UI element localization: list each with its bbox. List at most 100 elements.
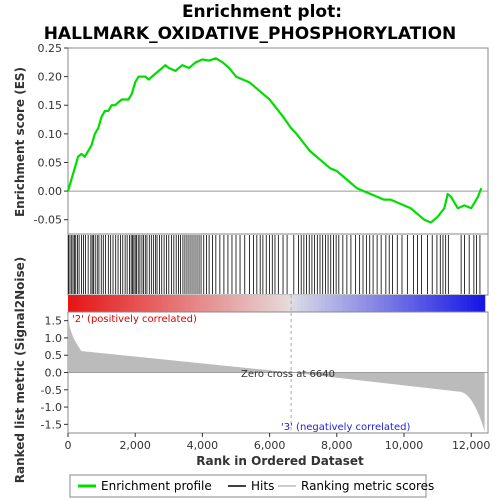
rank-color-segment: [231, 295, 236, 312]
rank-color-segment: [258, 295, 264, 312]
rank-color-segment: [140, 295, 145, 312]
rank-color-segment: [265, 295, 270, 312]
rank-color-segment: [338, 295, 343, 312]
rank-color-segment: [314, 295, 319, 312]
metric-y-tick-label: -1.0: [41, 401, 62, 414]
rank-color-segment: [81, 295, 86, 312]
rank-color-segment: [304, 295, 309, 312]
rank-color-segment: [328, 295, 333, 312]
rank-color-segment: [238, 295, 243, 312]
rank-color-segment: [470, 295, 475, 312]
rank-color-segment: [425, 295, 430, 312]
rank-color-segment: [217, 295, 222, 312]
rank-color-segment: [203, 295, 208, 312]
metric-y-tick-label: -1.5: [41, 418, 62, 431]
rank-color-segment: [248, 295, 253, 312]
rank-color-segment: [449, 295, 454, 312]
legend-metric-label: Ranking metric scores: [301, 479, 434, 493]
rank-color-segment: [120, 295, 125, 312]
negative-correlation-label: '3' (negatively correlated): [281, 422, 410, 433]
rank-color-segment: [113, 295, 118, 312]
rank-color-segment: [99, 295, 104, 312]
x-tick-label: 8,000: [321, 439, 353, 452]
rank-color-segment: [321, 295, 326, 312]
rank-color-segment: [213, 295, 218, 312]
rank-color-segment: [436, 295, 441, 312]
metric-y-tick-label: 0.5: [45, 349, 63, 362]
rank-color-segment: [429, 295, 434, 312]
rank-color-segment: [224, 295, 229, 312]
rank-color-segment: [456, 295, 461, 312]
rank-color-segment: [404, 295, 409, 312]
metric-y-axis-label: Ranked list metric (Signal2Noise): [13, 257, 27, 484]
rank-color-segment: [199, 295, 205, 312]
rank-color-segment: [165, 295, 170, 312]
rank-color-segment: [477, 295, 482, 312]
enrichment-profile-line: [66, 57, 483, 224]
rank-color-segment: [144, 295, 149, 312]
rank-color-segment: [390, 295, 395, 312]
rank-color-segment: [272, 295, 277, 312]
rank-color-segment: [74, 295, 80, 312]
rank-color-segment: [387, 295, 392, 312]
positive-correlation-label: '2' (positively correlated): [72, 314, 197, 325]
rank-color-segment: [186, 295, 191, 312]
rank-color-segment: [206, 295, 211, 312]
chart-title-line2: HALLMARK_OXIDATIVE_PHOSPHORYLATION: [44, 24, 457, 44]
zero-cross-label: Zero cross at 6640: [241, 369, 335, 380]
rank-color-segment: [293, 295, 298, 312]
rank-color-segment: [161, 295, 166, 312]
x-tick-label: 6,000: [254, 439, 286, 452]
es-y-tick-label: 0.15: [38, 99, 63, 112]
rank-color-segment: [377, 295, 382, 312]
rank-color-segment: [356, 295, 361, 312]
rank-color-segment: [137, 295, 142, 312]
rank-color-segment: [383, 295, 389, 312]
rank-color-segment: [227, 295, 232, 312]
rank-color-segment: [290, 295, 295, 312]
rank-color-segment: [359, 295, 364, 312]
es-y-axis-label: Enrichment score (ES): [13, 67, 27, 217]
legend-hits-label: Hits: [251, 479, 274, 493]
rank-color-segment: [394, 295, 399, 312]
x-tick-label: 12,000: [452, 439, 491, 452]
rank-color-segment: [439, 295, 444, 312]
rank-color-segment: [116, 295, 121, 312]
rank-color-segment: [317, 295, 323, 312]
rank-color-segment: [408, 295, 413, 312]
rank-color-segment: [192, 295, 198, 312]
rank-color-segment: [418, 295, 423, 312]
legend-frame: [69, 474, 427, 498]
rank-color-segment: [234, 295, 239, 312]
rank-color-segment: [68, 295, 73, 312]
rank-color-segment: [147, 295, 152, 312]
x-tick-label: 0: [65, 439, 72, 452]
es-y-tick-label: 0.25: [38, 42, 63, 55]
rank-color-segment: [352, 295, 357, 312]
rank-color-segment: [442, 295, 448, 312]
rank-color-segment: [411, 295, 416, 312]
rank-color-segment: [467, 295, 472, 312]
rank-color-segment: [380, 295, 385, 312]
rank-color-segment: [331, 295, 336, 312]
rank-color-segment: [474, 295, 479, 312]
rank-color-segment: [335, 295, 340, 312]
rank-color-segment: [300, 295, 305, 312]
rank-color-segment: [255, 295, 260, 312]
chart-title-line1: Enrichment plot:: [182, 2, 342, 22]
rank-color-segment: [401, 295, 406, 312]
es-y-tick-label: 0.20: [38, 71, 63, 84]
rank-color-segment: [196, 295, 201, 312]
rank-color-segment: [366, 295, 371, 312]
rank-color-segment: [92, 295, 97, 312]
rank-color-segment: [88, 295, 93, 312]
rank-color-segment: [460, 295, 465, 312]
rank-color-segment: [154, 295, 159, 312]
rank-color-band: [68, 295, 486, 312]
rank-color-segment: [422, 295, 427, 312]
rank-color-segment: [453, 295, 458, 312]
rank-color-segment: [123, 295, 128, 312]
rank-color-segment: [324, 295, 329, 312]
